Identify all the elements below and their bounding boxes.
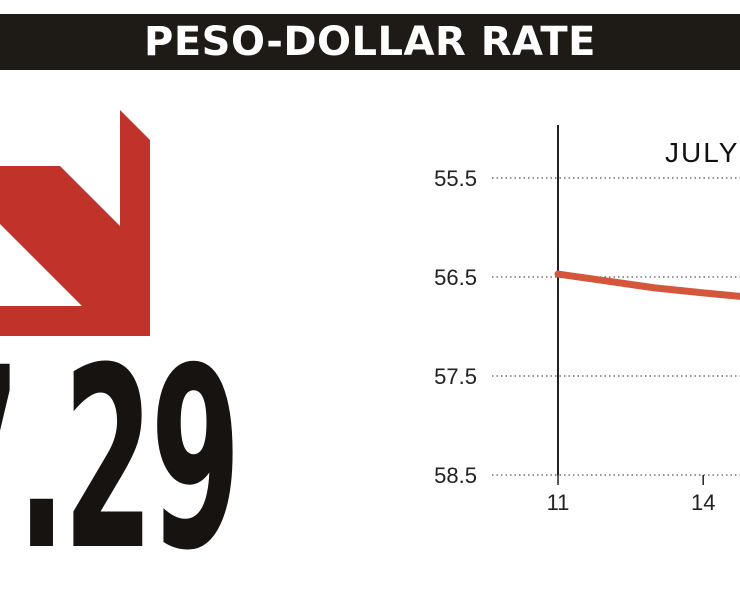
x-axis: 11 14 [547, 475, 715, 515]
grid-lines [492, 177, 740, 476]
current-rate-value: 57.29 [0, 350, 241, 590]
series-layer [554, 270, 740, 300]
chart-title: PESO-DOLLAR RATE [0, 14, 740, 70]
month-annotation: JULY [665, 137, 739, 168]
y-tick-label: 58.5 [434, 463, 477, 488]
x-tick-label: 14 [691, 490, 715, 515]
y-tick-label: 57.5 [434, 364, 477, 389]
y-tick-label: 55.5 [434, 166, 477, 191]
y-tick-label: 56.5 [434, 265, 477, 290]
series-line [554, 270, 740, 300]
x-tick-label: 11 [547, 490, 570, 515]
y-axis-ticks: 55.5 56.5 57.5 58.5 [434, 166, 477, 488]
down-right-arrow-icon [0, 110, 150, 336]
arrow-glyph [0, 110, 150, 336]
current-rate: 57.29 [0, 350, 300, 590]
rate-line-chart: 55.5 56.5 57.5 58.5 11 14 JULY [434, 125, 740, 515]
